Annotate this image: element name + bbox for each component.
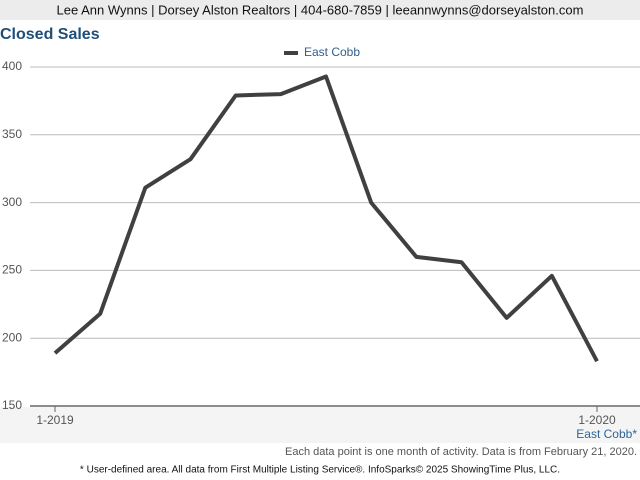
header-text: Lee Ann Wynns | Dorsey Alston Realtors |… <box>57 2 584 17</box>
y-tick-label: 400 <box>2 59 22 73</box>
y-tick-label: 200 <box>2 330 22 344</box>
x-tick-label: 1-2019 <box>36 413 74 427</box>
chart-title: Closed Sales <box>0 26 100 43</box>
y-tick-label: 350 <box>2 127 22 141</box>
legend-label: East Cobb <box>304 45 360 59</box>
y-tick-label: 300 <box>2 195 22 209</box>
y-tick-label: 250 <box>2 263 22 277</box>
header-bar <box>0 0 640 20</box>
x-axis-band <box>0 407 640 443</box>
x-tick-label: 1-2020 <box>578 413 616 427</box>
line-series <box>53 74 599 363</box>
footer-disclaimer: * User-defined area. All data from First… <box>80 465 560 476</box>
footer-note: Each data point is one month of activity… <box>285 446 637 458</box>
area-label: East Cobb* <box>576 427 637 441</box>
y-tick-label: 150 <box>2 398 22 412</box>
